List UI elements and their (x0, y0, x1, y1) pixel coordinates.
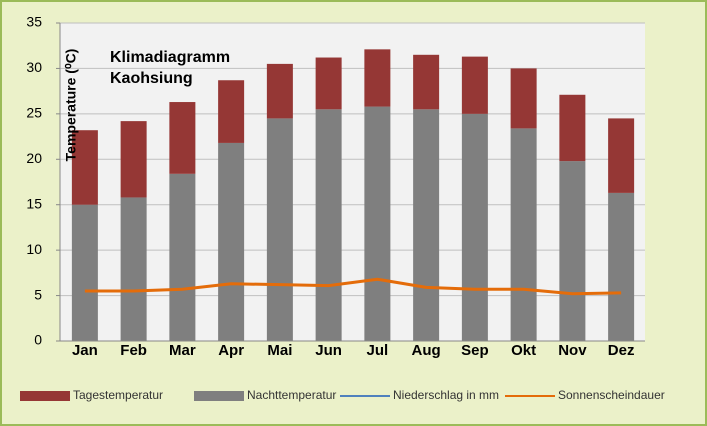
bar-segment (315, 109, 342, 341)
chart-title: Klimadiagramm (110, 49, 230, 66)
y-tick-label: 25 (26, 105, 42, 121)
legend-label: Tagestemperatur (73, 388, 163, 402)
bar-segment (559, 161, 586, 341)
bar-segment (510, 68, 537, 129)
bar-segment (218, 142, 245, 341)
bar-segment (461, 56, 488, 114)
x-tick-label: Apr (218, 342, 244, 359)
x-tick-label: Jun (315, 342, 342, 359)
bar-segment (559, 94, 586, 162)
y-tick-label: 30 (26, 59, 42, 75)
bar-segment (608, 118, 635, 193)
x-tick-label: Jul (367, 342, 389, 359)
bar-segment (608, 192, 635, 341)
x-tick-label: Sep (461, 342, 489, 359)
bar-segment (266, 63, 293, 119)
x-tick-label: Jan (72, 342, 98, 359)
y-axis-label: Temperature (⁰C) (63, 49, 79, 162)
legend-label: Niederschlag in mm (393, 388, 499, 402)
bar-segment (71, 204, 98, 341)
x-tick-label: Aug (412, 342, 441, 359)
x-tick-label: Feb (120, 342, 147, 359)
bar-segment (315, 57, 342, 110)
y-tick-label: 35 (26, 14, 42, 30)
bar-segment (120, 121, 147, 198)
bar-segment (71, 130, 98, 205)
legend-swatch (20, 391, 70, 401)
y-tick-label: 20 (26, 150, 42, 166)
bar-segment (120, 197, 147, 341)
y-tick-label: 10 (26, 241, 42, 257)
bar-segment (413, 54, 440, 110)
bar-segment (169, 102, 196, 174)
y-tick-label: 5 (34, 286, 42, 302)
y-tick-label: 15 (26, 195, 42, 211)
bar-segment (364, 106, 391, 342)
chart-title: Kaohsiung (110, 70, 193, 87)
plot-area (60, 23, 645, 341)
bar-segment (461, 113, 488, 341)
bar-segment (413, 109, 440, 341)
x-tick-label: Mar (169, 342, 196, 359)
x-tick-label: Nov (558, 342, 587, 359)
x-tick-label: Dez (608, 342, 635, 359)
legend-swatch (194, 391, 244, 401)
y-tick-label: 0 (34, 332, 42, 348)
x-tick-label: Okt (511, 342, 536, 359)
bar-segment (364, 49, 391, 107)
legend-label: Nachttemperatur (247, 388, 336, 402)
bar-segment (169, 173, 196, 341)
bar-segment (218, 80, 245, 143)
bar-segment (266, 118, 293, 342)
line (84, 277, 622, 296)
legend-label: Sonnenscheindauer (558, 388, 665, 402)
x-tick-label: Mai (267, 342, 292, 359)
bar-segment (510, 128, 537, 341)
